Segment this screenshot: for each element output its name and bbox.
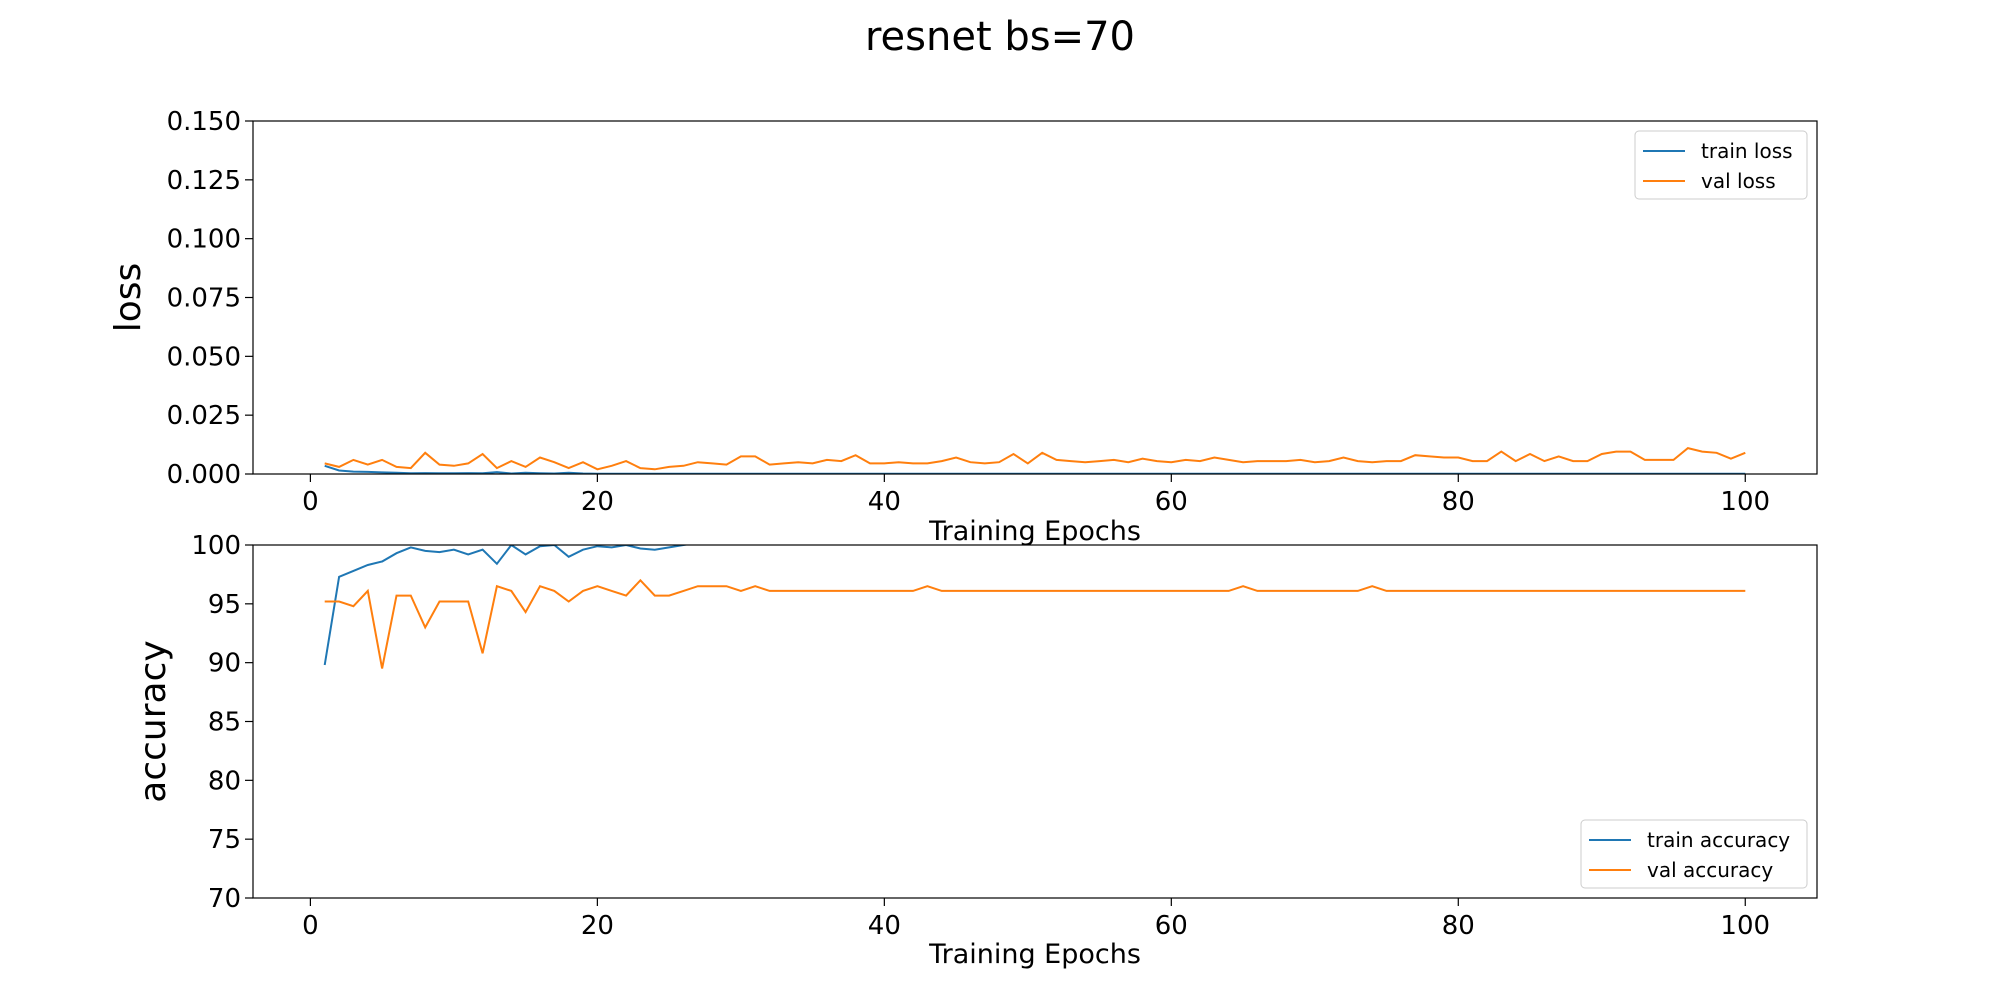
loss-ytick-label: 0.100 <box>167 225 241 255</box>
accuracy-xtick-label: 100 <box>1720 911 1770 941</box>
accuracy-ytick-label: 100 <box>191 531 241 561</box>
accuracy-legend-label: val accuracy <box>1647 858 1773 882</box>
accuracy-series-train-line <box>323 545 690 666</box>
accuracy-xtick-label: 80 <box>1442 911 1475 941</box>
accuracy-ytick-label: 70 <box>208 884 241 914</box>
loss-xtick-label: 100 <box>1720 487 1770 517</box>
loss-series-val-line <box>324 447 1746 471</box>
loss-xaxis-label: Training Epochs <box>928 516 1141 547</box>
loss-xtick-label: 0 <box>302 487 319 517</box>
accuracy-ytick-label: 85 <box>208 708 241 738</box>
loss-legend-label: train loss <box>1701 139 1793 163</box>
loss-ytick-label: 0.075 <box>167 284 241 314</box>
loss-ytick-label: 0.125 <box>167 166 241 196</box>
accuracy-xtick-label: 0 <box>302 911 319 941</box>
accuracy-xtick-label: 60 <box>1155 911 1188 941</box>
accuracy-series-val-line <box>324 578 1746 669</box>
loss-plot-frame <box>252 120 1818 475</box>
loss-xtick-label: 60 <box>1155 487 1188 517</box>
loss-ytick-label: 0.000 <box>167 460 241 490</box>
loss-yaxis-label: loss <box>108 263 149 333</box>
loss-ytick-label: 0.025 <box>167 401 241 431</box>
chart-title: resnet bs=70 <box>864 14 1136 60</box>
accuracy-xaxis-label: Training Epochs <box>928 939 1141 970</box>
accuracy-ytick-label: 90 <box>208 649 241 679</box>
accuracy-ytick-label: 75 <box>208 825 241 855</box>
accuracy-ytick-label: 95 <box>208 590 241 620</box>
accuracy-xtick-label: 20 <box>581 911 614 941</box>
loss-ytick-label: 0.050 <box>167 342 241 372</box>
accuracy-yaxis-label: accuracy <box>133 640 174 802</box>
loss-series-train-line <box>324 464 1746 474</box>
accuracy-legend-label: train accuracy <box>1647 828 1790 852</box>
loss-ytick-label: 0.150 <box>167 107 241 137</box>
accuracy-xtick-label: 40 <box>868 911 901 941</box>
loss-xtick-label: 40 <box>868 487 901 517</box>
loss-legend-label: val loss <box>1701 169 1776 193</box>
accuracy-legend-box <box>1580 819 1808 889</box>
loss-xtick-label: 20 <box>581 487 614 517</box>
loss-xtick-label: 80 <box>1442 487 1475 517</box>
accuracy-ytick-label: 80 <box>208 766 241 796</box>
